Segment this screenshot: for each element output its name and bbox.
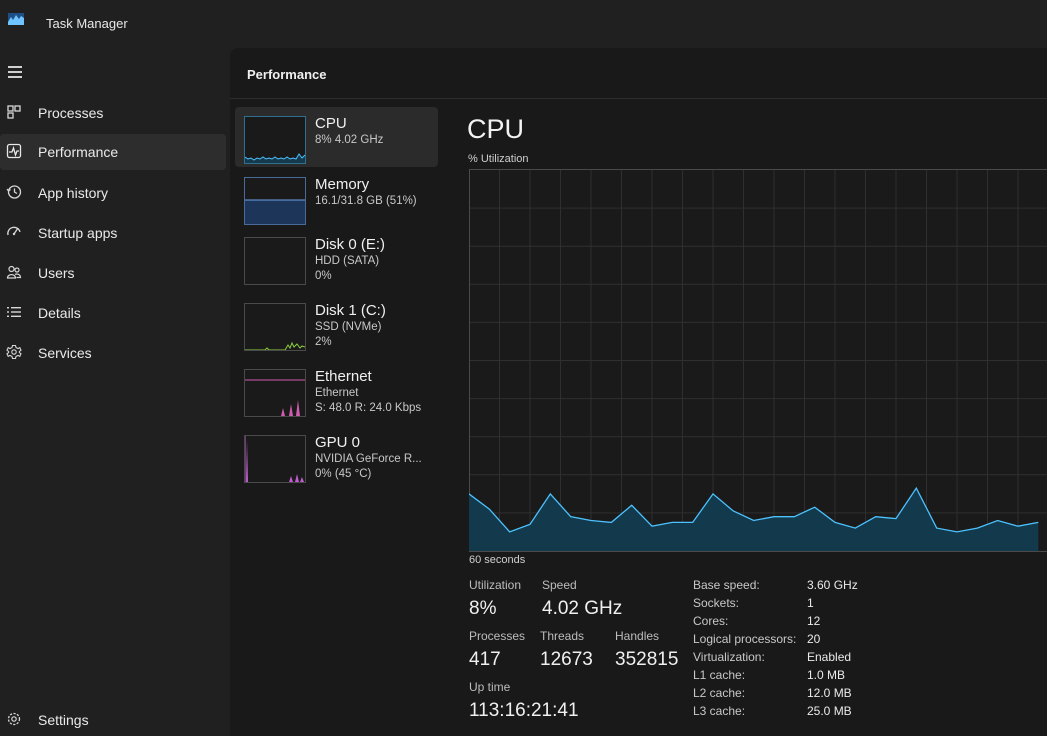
- utilization-value: 8%: [469, 598, 497, 619]
- resource-throughput-ethernet: S: 48.0 R: 24.0 Kbps: [315, 402, 422, 414]
- resource-name-gpu-0: GPU 0: [315, 434, 361, 451]
- menu-icon[interactable]: [8, 66, 22, 78]
- spec-label-l2-cache: L2 cache:: [693, 686, 746, 700]
- nav-item-services[interactable]: Services: [0, 335, 226, 371]
- resource-usage-disk-1: 2%: [315, 336, 332, 348]
- gpu-thumbnail: [244, 435, 306, 483]
- graph-y-label: % Utilization: [468, 153, 529, 165]
- cpu-series-line: [469, 486, 1039, 533]
- cpu-area-fill: [469, 488, 1039, 551]
- resource-type-disk-1: SSD (NVMe): [315, 321, 382, 333]
- processes-label: Processes: [469, 629, 526, 643]
- spec-value-l2-cache: 12.0 MB: [807, 686, 852, 700]
- nav-label-processes: Processes: [38, 105, 104, 121]
- disk0-thumbnail: [244, 237, 306, 285]
- nav-label-users: Users: [38, 265, 75, 281]
- spec-label-l3-cache: L3 cache:: [693, 704, 746, 718]
- resource-name-disk-0: Disk 0 (E:): [315, 236, 386, 253]
- services-icon: [6, 344, 22, 360]
- spec-label-virtualization: Virtualization:: [693, 650, 765, 664]
- cpu-thumbnail: [244, 116, 306, 164]
- nav-item-users[interactable]: Users: [0, 255, 226, 291]
- gear-icon: [7, 712, 21, 726]
- resource-name-disk-1: Disk 1 (C:): [315, 302, 386, 319]
- nav-label-services: Services: [38, 345, 92, 361]
- spec-value-base-speed: 3.60 GHz: [807, 578, 858, 592]
- resource-usage-gpu-0: 0% (45 °C): [315, 468, 372, 480]
- utilization-label: Utilization: [469, 578, 522, 592]
- nav-item-startup-apps[interactable]: Startup apps: [0, 215, 226, 251]
- nav-item-details[interactable]: Details: [0, 295, 226, 331]
- nav-item-processes[interactable]: Processes: [0, 95, 226, 131]
- processes-value: 417: [469, 649, 501, 670]
- threads-value: 12673: [540, 649, 593, 670]
- nav-item-performance[interactable]: Performance: [0, 134, 226, 170]
- threads-label: Threads: [540, 629, 585, 643]
- spec-value-cores: 12: [807, 614, 821, 628]
- resource-memory[interactable]: Memory 16.1/31.8 GB (51%): [235, 168, 438, 228]
- speed-value: 4.02 GHz: [542, 598, 623, 619]
- performance-icon: [6, 143, 22, 159]
- nav-label-settings: Settings: [38, 712, 89, 728]
- resource-name-ethernet: Ethernet: [315, 368, 372, 385]
- resource-gpu-0[interactable]: GPU 0 NVIDIA GeForce R... 0% (45 °C): [235, 426, 438, 486]
- nav-label-startup-apps: Startup apps: [38, 225, 118, 241]
- resource-type-disk-0: HDD (SATA): [315, 255, 380, 267]
- memory-thumbnail: [244, 177, 306, 225]
- app-history-icon: [6, 185, 22, 199]
- spec-value-virtualization: Enabled: [807, 650, 852, 664]
- handles-value: 352815: [615, 649, 679, 670]
- spec-label-base-speed: Base speed:: [693, 578, 760, 592]
- task-manager-icon: [8, 13, 24, 25]
- resource-name-memory: Memory: [315, 176, 370, 193]
- page-title: Performance: [247, 67, 327, 82]
- graph-x-label: 60 seconds: [469, 554, 526, 566]
- resource-disk-0[interactable]: Disk 0 (E:) HDD (SATA) 0%: [235, 228, 438, 288]
- resource-detail-memory: 16.1/31.8 GB (51%): [315, 195, 417, 207]
- uptime-label: Up time: [469, 680, 511, 694]
- nav-item-app-history[interactable]: App history: [0, 175, 226, 211]
- startup-apps-icon: [7, 226, 21, 236]
- disk1-thumbnail: [244, 303, 306, 351]
- users-icon: [6, 265, 22, 279]
- detail-title: CPU: [467, 114, 525, 144]
- resource-usage-disk-0: 0%: [315, 270, 332, 282]
- resource-type-ethernet: Ethernet: [315, 387, 359, 399]
- spec-value-logical-processors: 20: [807, 632, 821, 646]
- spec-value-l1-cache: 1.0 MB: [807, 668, 846, 682]
- handles-label: Handles: [615, 629, 660, 643]
- spec-label-l1-cache: L1 cache:: [693, 668, 746, 682]
- nav-label-details: Details: [38, 305, 81, 321]
- resource-model-gpu-0: NVIDIA GeForce R...: [315, 453, 422, 465]
- cpu-utilization-graph: [469, 169, 1047, 552]
- resource-disk-1[interactable]: Disk 1 (C:) SSD (NVMe) 2%: [235, 294, 438, 354]
- spec-label-sockets: Sockets:: [693, 596, 740, 610]
- title-bar: Task Manager: [0, 0, 1047, 46]
- nav-label-performance: Performance: [38, 144, 119, 160]
- header-divider: [230, 98, 1047, 99]
- processes-icon: [7, 105, 21, 119]
- resource-name-cpu: CPU: [315, 115, 347, 132]
- nav-label-app-history: App history: [38, 185, 109, 201]
- spec-value-sockets: 1: [807, 596, 814, 610]
- spec-value-l3-cache: 25.0 MB: [807, 704, 852, 718]
- resource-cpu[interactable]: CPU 8% 4.02 GHz: [235, 107, 438, 167]
- spec-label-cores: Cores:: [693, 614, 729, 628]
- uptime-value: 113:16:21:41: [469, 700, 579, 721]
- settings-button[interactable]: Settings: [0, 702, 226, 736]
- window-title: Task Manager: [46, 16, 128, 31]
- resource-detail-cpu: 8% 4.02 GHz: [315, 134, 384, 146]
- main-panel: Performance CPU 8% 4.02 GHz Memory 16.1/…: [230, 48, 1047, 736]
- spec-label-logical-processors: Logical processors:: [693, 632, 797, 646]
- details-icon: [7, 307, 21, 317]
- ethernet-thumbnail: [244, 369, 306, 417]
- speed-label: Speed: [542, 578, 577, 592]
- resource-ethernet[interactable]: Ethernet Ethernet S: 48.0 R: 24.0 Kbps: [235, 360, 438, 420]
